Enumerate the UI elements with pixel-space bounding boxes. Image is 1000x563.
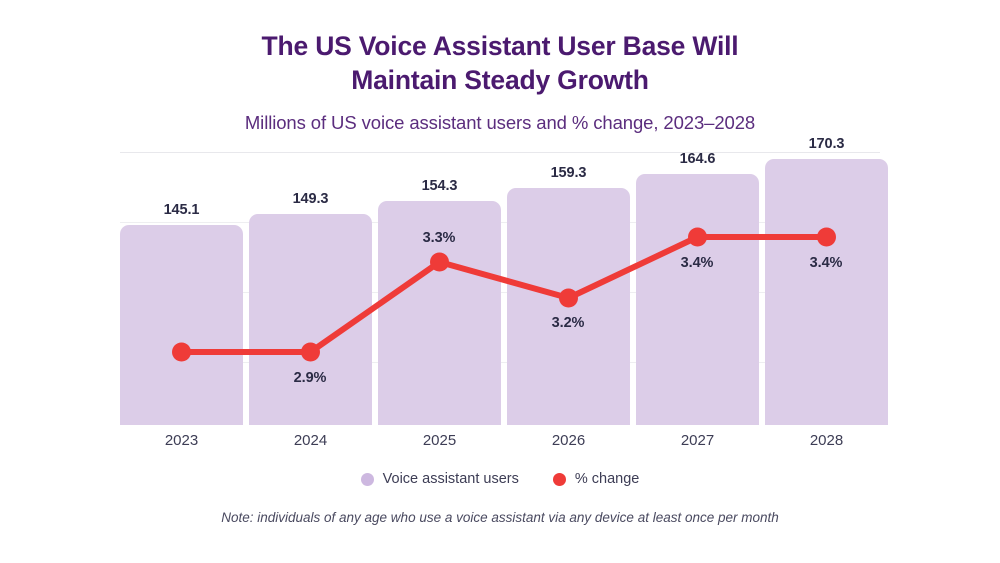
pct-change-point-2028[interactable]	[817, 227, 836, 247]
bar-2025[interactable]	[378, 201, 501, 425]
x-tick-2023: 2023	[164, 432, 199, 449]
chart-subtitle: Millions of US voice assistant users and…	[244, 111, 756, 133]
chart-title-line-2: Maintain Steady Growth	[351, 64, 649, 95]
bar-value-label: 154.3	[421, 178, 458, 194]
legend-label: Voice assistant users	[382, 471, 519, 487]
pct-label-2028: 3.4%	[809, 255, 843, 271]
bar-value-label: 170.3	[808, 136, 845, 152]
x-tick-2024: 2024	[293, 432, 328, 449]
x-tick-2025: 2025	[422, 432, 457, 449]
x-tick-2028: 2028	[809, 432, 844, 449]
x-tick-2027: 2027	[680, 432, 715, 449]
pct-change-point-2023[interactable]	[172, 342, 191, 362]
pct-label-2027: 3.4%	[680, 255, 714, 271]
bar-2028[interactable]	[765, 159, 888, 425]
legend-item-voice-assistant-users[interactable]: Voice assistant users	[360, 471, 519, 487]
bar-2024[interactable]	[249, 214, 372, 425]
pct-change-point-2026[interactable]	[559, 288, 578, 308]
bar-value-label: 145.1	[163, 202, 200, 218]
pct-change-point-2027[interactable]	[688, 227, 707, 247]
bar-value-label: 164.6	[679, 151, 716, 167]
pct-label-2026: 3.2%	[551, 315, 585, 331]
legend-label: % change	[574, 471, 640, 487]
chart-header: The US Voice Assistant User Base Will Ma…	[0, 30, 1000, 134]
pct-change-line	[178, 234, 830, 355]
plot-area: 145.1 149.3 154.3 159.3 164.6 170.3	[120, 136, 888, 425]
chart-note: Note: individuals of any age who use a v…	[221, 510, 779, 525]
top-axis-rule	[120, 152, 880, 153]
pct-change-point-2024[interactable]	[301, 342, 320, 362]
legend-circle-icon	[552, 472, 566, 486]
pct-label-2024: 2.9%	[293, 370, 327, 386]
legend-circle-icon	[360, 472, 374, 486]
bars-layer: 145.1 149.3 154.3 159.3 164.6 170.3	[120, 136, 888, 425]
legend-item-pct-change[interactable]: % change	[552, 471, 640, 487]
bar-value-label: 159.3	[550, 165, 587, 181]
chart-title-line-1: The US Voice Assistant User Base Will	[261, 31, 739, 61]
pct-change-line-series	[172, 227, 836, 362]
bar-2027[interactable]	[636, 174, 759, 425]
x-tick-2026: 2026	[551, 432, 586, 449]
bar-value-label: 149.3	[292, 191, 329, 207]
page-title: The US Voice Assistant User Base Will Ma…	[180, 30, 820, 98]
pct-change-point-2025[interactable]	[430, 252, 449, 272]
x-axis: 2023 2024 2025 2026 2027 2028	[120, 432, 880, 454]
pct-label-2025: 3.3%	[422, 230, 456, 246]
bar-2023[interactable]	[120, 225, 243, 425]
chart-legend: Voice assistant users % change	[0, 471, 1000, 487]
